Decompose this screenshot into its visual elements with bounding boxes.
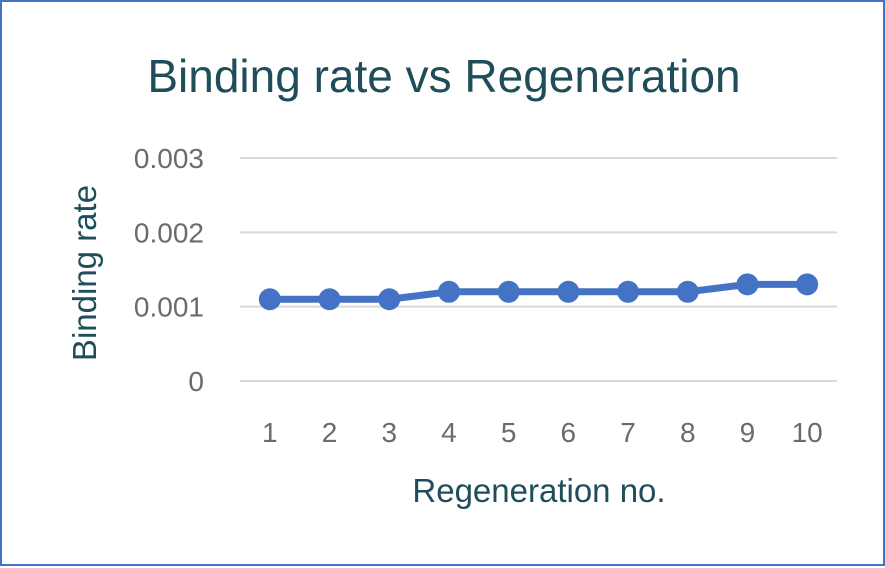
y-tick-label: 0.002: [134, 217, 204, 248]
x-tick-label: 1: [262, 417, 278, 448]
y-tick-label: 0: [188, 366, 204, 397]
x-axis-ticks: 1 2 3 4 5 6 7 8 9 10: [262, 417, 823, 448]
x-tick-label: 7: [620, 417, 636, 448]
data-point: [318, 288, 341, 311]
chart-title: Binding rate vs Regeneration: [147, 50, 740, 102]
x-tick-label: 5: [501, 417, 517, 448]
x-tick-label: 6: [561, 417, 577, 448]
x-tick-label: 8: [680, 417, 696, 448]
x-tick-label: 9: [740, 417, 756, 448]
x-tick-label: 10: [792, 417, 823, 448]
series-group: [258, 273, 819, 311]
x-tick-label: 2: [322, 417, 338, 448]
data-point: [796, 273, 819, 296]
gridlines: [240, 157, 837, 382]
data-point: [258, 288, 281, 311]
data-point: [437, 280, 460, 303]
data-point: [617, 280, 640, 303]
data-point: [497, 280, 520, 303]
y-axis-ticks: 0 0.001 0.002 0.003: [134, 143, 204, 397]
data-point: [676, 280, 699, 303]
x-tick-label: 4: [441, 417, 457, 448]
y-axis-title: Binding rate: [66, 185, 103, 361]
data-point: [378, 288, 401, 311]
data-point: [736, 273, 759, 296]
x-axis-title: Regeneration no.: [412, 472, 665, 509]
y-tick-label: 0.001: [134, 292, 204, 323]
data-point: [557, 280, 580, 303]
series-line: [266, 280, 811, 303]
y-tick-label: 0.003: [134, 143, 204, 174]
x-tick-label: 3: [381, 417, 397, 448]
